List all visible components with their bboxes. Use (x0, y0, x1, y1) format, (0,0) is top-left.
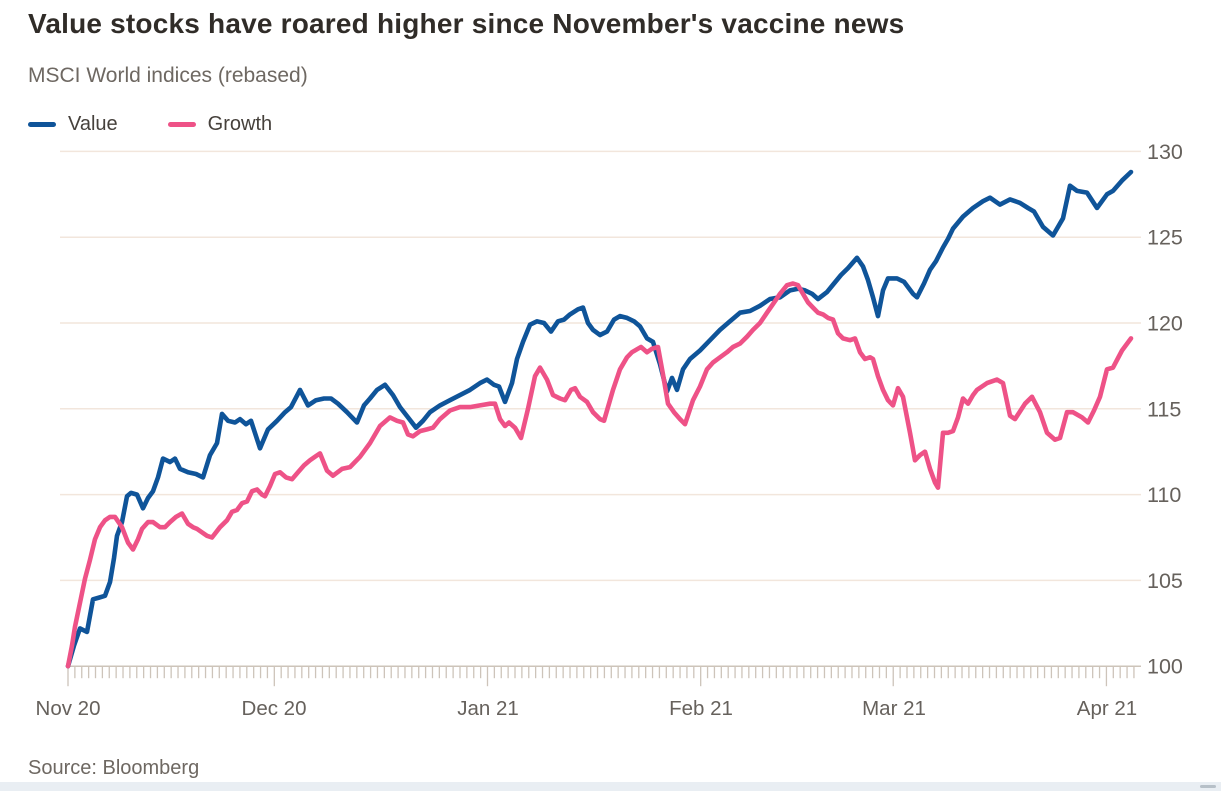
x-axis-label: Apr 21 (1077, 697, 1137, 720)
page-title: Value stocks have roared higher since No… (28, 8, 905, 39)
source-note: Source: Bloomberg (28, 757, 200, 779)
x-axis-label: Feb 21 (669, 697, 733, 720)
growth-line-swatch (167, 122, 196, 127)
growth-line (65, 281, 1134, 669)
legend-label: Growth (207, 113, 273, 135)
y-axis-label: 105 (1147, 569, 1183, 593)
y-axis-label: 115 (1147, 397, 1181, 421)
value-line (65, 169, 1134, 669)
y-axis-label: 120 (1147, 312, 1183, 336)
chart-subtitle: MSCI World indices (rebased) (28, 64, 308, 87)
y-axis-label: 125 (1147, 226, 1183, 250)
legend-item-growth: Growth (167, 113, 273, 136)
y-axis-label: 130 (1147, 140, 1183, 164)
legend-item-value: Value (28, 113, 118, 136)
x-axis-label: Jan 21 (457, 697, 519, 720)
legend-label: Value (68, 113, 118, 135)
value-line-swatch (28, 122, 56, 127)
legend: Value Growth (28, 113, 322, 136)
x-axis-label: Nov 20 (36, 697, 101, 720)
scrollbar-handle[interactable] (1200, 785, 1216, 788)
x-axis-label: Dec 20 (242, 697, 307, 720)
bottom-scrollbar-strip[interactable] (0, 782, 1221, 791)
y-axis-label: 110 (1147, 483, 1181, 507)
y-axis-label: 100 (1147, 655, 1183, 679)
x-axis-label: Mar 21 (862, 697, 926, 720)
